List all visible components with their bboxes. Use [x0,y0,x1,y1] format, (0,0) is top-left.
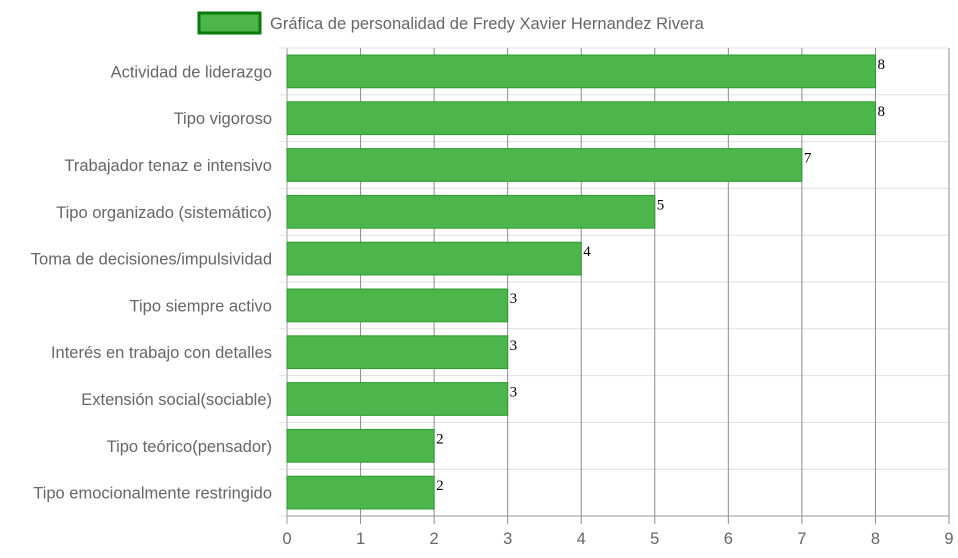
bar[interactable] [286,148,803,182]
x-tick-label: 3 [503,530,512,548]
bar-value-label: 3 [510,385,517,401]
bar-value-label: 2 [436,431,444,447]
bar[interactable] [286,382,509,416]
category-label: Tipo teórico(pensador) [107,438,272,456]
category-label: Tipo organizado (sistemático) [56,204,272,222]
category-label: Actividad de liderazgo [111,63,272,81]
x-tick-label: 8 [871,530,880,548]
bar-value-label: 5 [657,197,665,213]
bar[interactable] [286,428,435,463]
data-labels: 8 8 7 5 4 3 3 3 2 2 [436,57,885,494]
bar-value-label: 2 [436,478,444,494]
x-tick-label: 0 [282,530,291,548]
x-axis-tick-labels: 0 1 2 3 4 5 6 7 8 9 [282,530,953,548]
category-label: Tipo emocionalmente restringido [33,485,272,503]
bar[interactable] [286,101,876,136]
x-tick-label: 2 [430,530,439,548]
x-tick-label: 7 [797,530,806,548]
category-label: Tipo siempre activo [130,297,272,315]
bar-value-label: 7 [804,151,812,167]
bar[interactable] [286,288,509,323]
x-tick-label: 6 [724,530,733,548]
x-tick-label: 9 [944,530,953,548]
bar[interactable] [286,54,876,89]
bars [286,54,876,510]
chart-legend[interactable]: Gráfica de personalidad de Fredy Xavier … [197,11,705,35]
bar-value-label: 3 [510,338,517,354]
legend-swatch [197,11,262,35]
category-label: Trabajador tenaz e intensivo [64,157,272,175]
category-labels: Actividad de liderazgo Tipo vigoroso Traba… [31,63,272,502]
bar[interactable] [286,335,509,370]
x-tick-label: 5 [650,530,659,548]
x-tick-label: 4 [577,530,586,548]
category-label: Interés en trabajo con detalles [51,344,272,362]
bar-value-label: 3 [510,291,517,307]
bar[interactable] [286,241,582,276]
legend-series-name: Gráfica de personalidad de Fredy Xavier … [270,15,705,33]
category-label: Tipo vigoroso [174,110,272,128]
category-label: Toma de decisiones/impulsividad [31,251,272,269]
bar[interactable] [286,194,656,229]
x-tick-label: 1 [356,530,365,548]
category-label: Extensión social(sociable) [81,391,272,409]
bar-value-label: 4 [583,244,591,260]
bar-value-label: 8 [877,104,885,120]
bar-value-label: 8 [877,57,885,73]
bar[interactable] [286,475,435,510]
